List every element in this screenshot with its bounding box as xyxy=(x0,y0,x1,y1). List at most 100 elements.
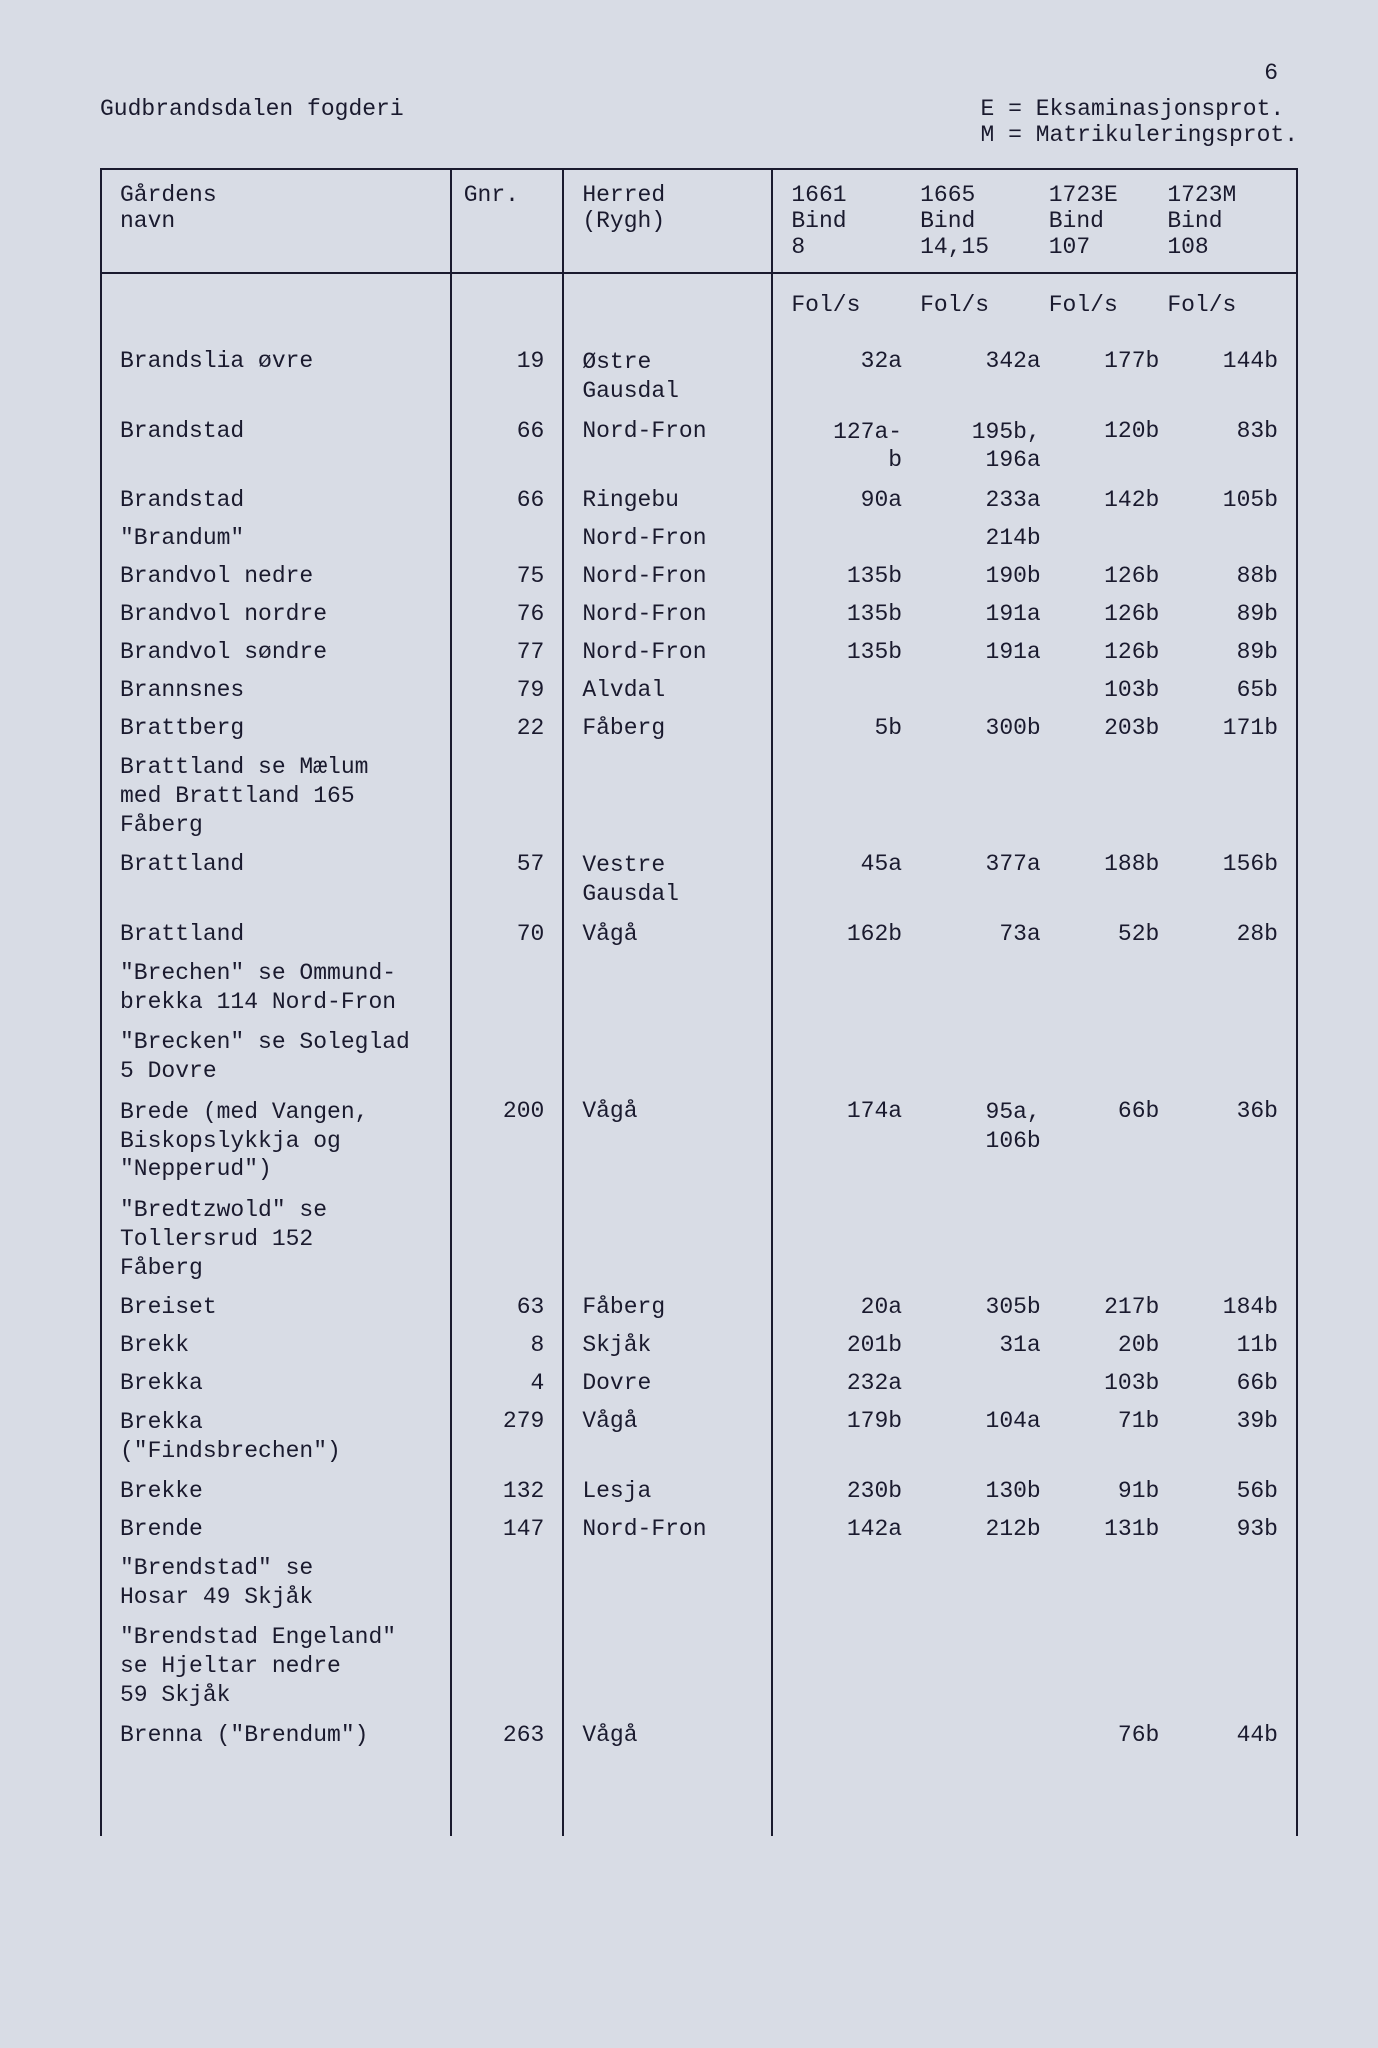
table-body: Fol/s Fol/s Fol/s Fol/s Brandslia øvre19… xyxy=(101,273,1297,1836)
table-cell xyxy=(920,1190,1049,1288)
table-cell: Brekk xyxy=(101,1326,451,1364)
table-cell: Alvdal xyxy=(563,671,772,709)
table-cell: 342a xyxy=(920,342,1049,412)
table-cell: Nord-Fron xyxy=(563,412,772,482)
table-cell xyxy=(451,1022,564,1092)
table-row: Brattberg22Fåberg5b300b203b171b xyxy=(101,709,1297,747)
table-cell: Nord-Fron xyxy=(563,519,772,557)
table-cell: 305b xyxy=(920,1288,1049,1326)
col-header-herred: Herred xyxy=(563,169,772,208)
table-cell xyxy=(772,671,920,709)
table-cell xyxy=(1167,1022,1297,1092)
table-cell xyxy=(563,747,772,845)
table-cell: 217b xyxy=(1049,1288,1168,1326)
table-cell: Brattland xyxy=(101,915,451,953)
table-cell: 56b xyxy=(1167,1472,1297,1510)
table-cell: 66b xyxy=(1049,1092,1168,1190)
col-subheader-blank xyxy=(563,234,772,273)
table-cell: Nord-Fron xyxy=(563,1510,772,1548)
table-cell xyxy=(920,1364,1049,1402)
table-cell: 279 xyxy=(451,1402,564,1472)
table-cell: 142b xyxy=(1049,481,1168,519)
table-cell: Brende xyxy=(101,1510,451,1548)
table-row: Brannsnes79Alvdal103b65b xyxy=(101,671,1297,709)
table-cell xyxy=(920,953,1049,1023)
table-cell: 126b xyxy=(1049,633,1168,671)
table-cell: 76 xyxy=(451,595,564,633)
table-cell: Brandvol søndre xyxy=(101,633,451,671)
table-cell: 156b xyxy=(1167,845,1297,915)
table-row: Brattland57VestreGausdal45a377a188b156b xyxy=(101,845,1297,915)
table-row: "Brechen" se Ommund-brekka 114 Nord-Fron xyxy=(101,953,1297,1023)
table-cell: 32a xyxy=(772,342,920,412)
table-cell: 57 xyxy=(451,845,564,915)
table-cell: 66 xyxy=(451,481,564,519)
table-cell: Vågå xyxy=(563,1092,772,1190)
document-page: 6 Gudbrandsdalen fogderi E = Eksaminasjo… xyxy=(0,0,1378,1896)
table-cell: 45a xyxy=(772,845,920,915)
table-cell: 144b xyxy=(1167,342,1297,412)
table-cell xyxy=(451,1190,564,1288)
table-cell: 70 xyxy=(451,915,564,953)
table-cell xyxy=(1167,1190,1297,1288)
table-row: "Brendstad" seHosar 49 Skjåk xyxy=(101,1548,1297,1618)
table-cell: Brandvol nedre xyxy=(101,557,451,595)
table-cell: 132 xyxy=(451,1472,564,1510)
table-cell: Brandvol nordre xyxy=(101,595,451,633)
table-cell: 191a xyxy=(920,595,1049,633)
table-cell: 188b xyxy=(1049,845,1168,915)
table-cell xyxy=(772,1617,920,1715)
table-cell: Nord-Fron xyxy=(563,557,772,595)
table-cell: 201b xyxy=(772,1326,920,1364)
table-cell: 171b xyxy=(1167,709,1297,747)
col-subheader-y3: Bind xyxy=(1049,208,1168,234)
table-cell xyxy=(563,1617,772,1715)
table-cell xyxy=(1049,953,1168,1023)
fols-label: Fol/s xyxy=(772,273,920,342)
table-cell xyxy=(920,1548,1049,1618)
blank-cell xyxy=(101,273,451,342)
table-cell: 5b xyxy=(772,709,920,747)
table-cell: Ringebu xyxy=(563,481,772,519)
table-cell xyxy=(772,953,920,1023)
table-cell: 89b xyxy=(1167,633,1297,671)
table-cell: 130b xyxy=(920,1472,1049,1510)
fols-label: Fol/s xyxy=(920,273,1049,342)
col-header-y1: 1661 xyxy=(772,169,920,208)
table-row: Brandvol nordre76Nord-Fron135b191a126b89… xyxy=(101,595,1297,633)
legend-line: E = Eksaminasjonsprot. xyxy=(981,96,1298,122)
table-cell: 263 xyxy=(451,1716,564,1754)
table-cell xyxy=(451,953,564,1023)
page-title: Gudbrandsdalen fogderi xyxy=(100,96,404,148)
table-cell xyxy=(563,1548,772,1618)
col-header-y2: 1665 xyxy=(920,169,1049,208)
table-cell: 191a xyxy=(920,633,1049,671)
table-cell: Nord-Fron xyxy=(563,633,772,671)
table-cell: "Brechen" se Ommund-brekka 114 Nord-Fron xyxy=(101,953,451,1023)
table-cell: 89b xyxy=(1167,595,1297,633)
legend-line: M = Matrikuleringsprot. xyxy=(981,122,1298,148)
table-cell: 135b xyxy=(772,595,920,633)
table-row: Brede (med Vangen,Biskopslykkja og"Neppe… xyxy=(101,1092,1297,1190)
table-cell: Lesja xyxy=(563,1472,772,1510)
table-cell xyxy=(1167,519,1297,557)
table-cell: "Brecken" se Soleglad5 Dovre xyxy=(101,1022,451,1092)
table-cell: Vågå xyxy=(563,1716,772,1754)
table-row: "Brecken" se Soleglad5 Dovre xyxy=(101,1022,1297,1092)
col-bind-y2: 14,15 xyxy=(920,234,1049,273)
table-cell: 66 xyxy=(451,412,564,482)
table-row: Brandvol nedre75Nord-Fron135b190b126b88b xyxy=(101,557,1297,595)
table-cell: 65b xyxy=(1167,671,1297,709)
table-cell: Breiset xyxy=(101,1288,451,1326)
table-cell: 179b xyxy=(772,1402,920,1472)
table-cell: Fåberg xyxy=(563,1288,772,1326)
col-header-y4: 1723M xyxy=(1167,169,1297,208)
table-cell xyxy=(772,1190,920,1288)
table-cell: 11b xyxy=(1167,1326,1297,1364)
col-header-y3: 1723E xyxy=(1049,169,1168,208)
table-cell: "Brandum" xyxy=(101,519,451,557)
col-subheader-gnr xyxy=(451,208,564,234)
blank-cell xyxy=(563,273,772,342)
table-cell: "Brendstad Engeland"se Hjeltar nedre59 S… xyxy=(101,1617,451,1715)
table-cell: 71b xyxy=(1049,1402,1168,1472)
